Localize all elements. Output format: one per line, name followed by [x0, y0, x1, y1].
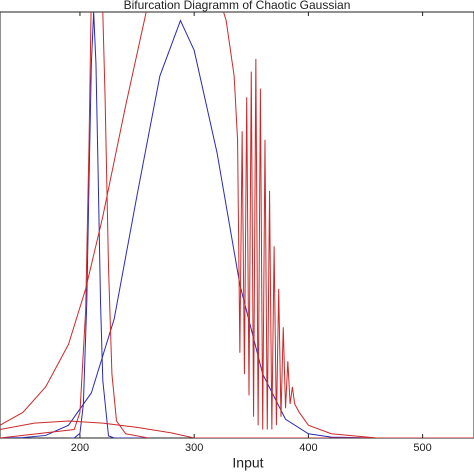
x-tick-label: 400	[299, 442, 317, 454]
x-tick-label: 200	[71, 442, 89, 454]
series-line	[0, 12, 474, 438]
lines	[0, 12, 474, 438]
series-line	[68, 12, 149, 438]
plot-frame	[0, 11, 474, 439]
x-tick-label: 300	[185, 442, 203, 454]
chart-title: Bifurcation Diagramm of Chaotic Gaussian	[124, 0, 351, 12]
x-axis-label: Input	[232, 455, 263, 471]
x-tick-label: 500	[413, 442, 431, 454]
series-line	[0, 19, 474, 438]
series-line	[0, 420, 474, 438]
series-line	[0, 12, 149, 438]
